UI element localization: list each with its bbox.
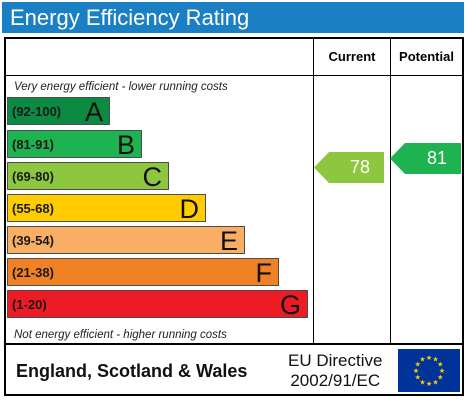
eu-star-icon: ★	[413, 367, 419, 375]
band-letter: A	[84, 97, 103, 127]
footer-divider	[6, 343, 462, 345]
band-range: (21-38)	[12, 265, 54, 280]
header-bar: Energy Efficiency Rating	[2, 2, 464, 33]
eu-star-icon: ★	[432, 356, 438, 364]
eu-star-icon: ★	[426, 354, 432, 362]
eu-star-icon: ★	[437, 374, 443, 382]
divider-potential	[390, 39, 391, 344]
eu-flag-icon: ★ ★ ★ ★ ★ ★ ★ ★ ★ ★ ★ ★	[398, 349, 460, 392]
eu-star-icon: ★	[415, 374, 421, 382]
eu-star-icon: ★	[432, 378, 438, 386]
band-letter: B	[116, 130, 135, 160]
band-c: (69-80) C	[7, 162, 169, 192]
band-d: (55-68) D	[7, 194, 206, 224]
efficient-note: Very energy efficient - lower running co…	[14, 81, 228, 93]
arrow-shape	[390, 143, 461, 174]
eu-star-icon: ★	[439, 367, 445, 375]
arrow-shape	[314, 152, 384, 183]
column-potential-heading: Potential	[399, 49, 454, 64]
eu-star-icon: ★	[419, 378, 425, 386]
band-a: (92-100) A	[7, 97, 110, 127]
band-letter: D	[179, 194, 200, 224]
potential-rating-arrow: 81	[390, 143, 461, 174]
band-range: (55-68)	[12, 201, 54, 216]
band-letter: C	[142, 162, 163, 192]
band-range: (81-91)	[12, 137, 54, 152]
inefficient-note: Not energy efficient - higher running co…	[14, 329, 227, 341]
eu-directive: EU Directive 2002/91/EC	[288, 351, 382, 391]
eu-star-icon: ★	[415, 361, 421, 369]
band-range: (92-100)	[12, 104, 62, 119]
band-letter: G	[279, 290, 301, 320]
potential-rating-value: 81	[426, 148, 447, 168]
divider-current	[313, 39, 314, 344]
band-letter: F	[255, 258, 273, 288]
band-range: (69-80)	[12, 169, 54, 184]
rating-frame: Current Potential Very energy efficient …	[4, 37, 464, 396]
region-label: England, Scotland & Wales	[16, 361, 248, 381]
band-b: (81-91) B	[7, 130, 142, 160]
band-range: (1-20)	[12, 297, 47, 312]
current-rating-value: 78	[349, 157, 370, 177]
band-letter: E	[219, 226, 238, 256]
band-g: (1-20) G	[7, 290, 308, 320]
eu-star-icon: ★	[426, 380, 432, 388]
column-current-heading: Current	[328, 49, 376, 64]
header-divider	[6, 75, 462, 76]
current-rating-arrow: 78	[314, 152, 384, 183]
page-title: Energy Efficiency Rating	[10, 5, 250, 30]
band-f: (21-38) F	[7, 258, 279, 288]
band-range: (39-54)	[12, 233, 54, 248]
eu-star-icon: ★	[437, 361, 443, 369]
eu-directive-line1: EU Directive	[288, 351, 383, 370]
eu-directive-line2: 2002/91/EC	[290, 371, 381, 390]
band-e: (39-54) E	[7, 226, 245, 256]
eu-star-icon: ★	[419, 356, 425, 364]
